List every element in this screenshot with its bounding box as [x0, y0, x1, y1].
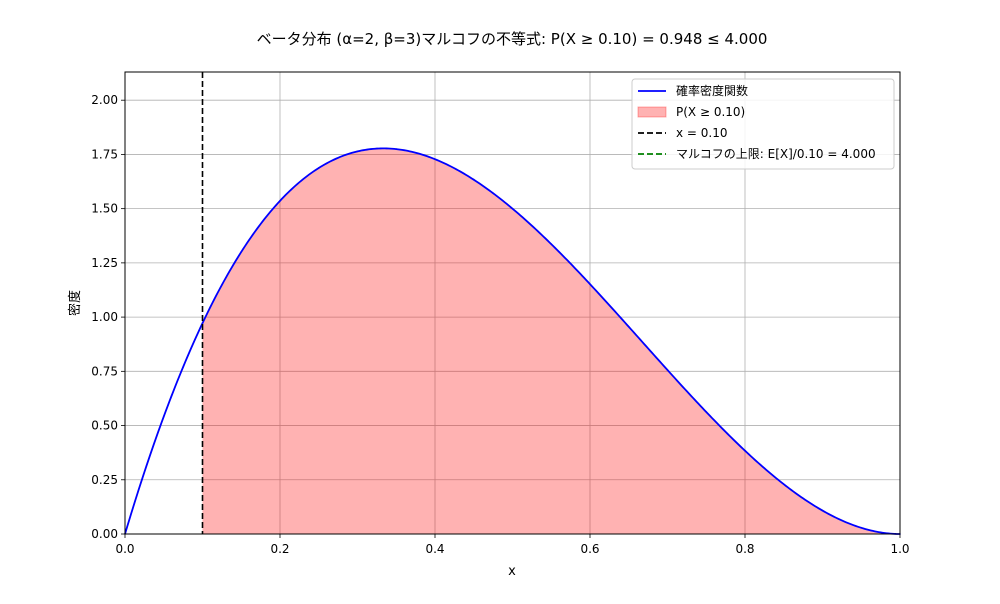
pdf-data-point — [382, 147, 384, 150]
pdf-data-point — [627, 325, 630, 328]
ticks: 0.0 0.2 0.4 0.6 0.8 1.0 0.00 0.25 0.50 0.75 1.00 1.… — [91, 93, 909, 556]
pdf-data-point — [511, 207, 514, 210]
y-tick-label: 0.75 — [91, 364, 118, 378]
y-tick-label: 0.25 — [91, 473, 118, 487]
chart-title: ベータ分布 (α=2, β=3)マルコフの不等式: P(X ≥ 0.10) = … — [257, 30, 768, 48]
pdf-data-point — [666, 369, 669, 371]
x-axis-label: x — [508, 564, 516, 579]
legend-label: P(X ≥ 0.10) — [676, 105, 745, 119]
legend-label: 確率密度関数 — [676, 83, 748, 98]
y-tick-label: 2.00 — [91, 93, 118, 107]
pdf-data-point — [356, 150, 359, 153]
pdf-data-point — [821, 509, 824, 512]
line-layer — [124, 72, 901, 535]
y-tick-label: 1.00 — [91, 310, 118, 324]
pdf-data-point — [782, 483, 785, 485]
pdf-data-point — [589, 283, 591, 285]
pdf-data-point — [860, 526, 863, 529]
pdf-data-point — [317, 167, 320, 169]
pdf-data-point — [705, 411, 708, 413]
pdf-data-point — [240, 251, 243, 253]
x-tick-label: 0.4 — [425, 542, 444, 556]
pdf-data-point — [472, 178, 475, 181]
pdf-data-point — [395, 148, 398, 150]
legend-swatch — [637, 106, 667, 118]
pdf-data-point — [201, 322, 204, 324]
y-tick-label: 1.50 — [91, 202, 118, 216]
pdf-data-point — [550, 243, 553, 245]
x-tick-label: 0.2 — [270, 542, 289, 556]
pdf-data-point — [162, 415, 165, 418]
x-tick-label: 1.0 — [890, 542, 909, 556]
legend-box — [631, 78, 895, 170]
y-tick-label: 1.75 — [91, 147, 118, 161]
shaded-probability-area — [202, 148, 900, 534]
y-tick-label: 0.50 — [91, 419, 118, 433]
legend-label: x = 0.10 — [676, 126, 728, 140]
plot-frame — [124, 71, 901, 535]
y-axis-label: 密度 — [67, 290, 83, 316]
x-tick-label: 0.6 — [580, 542, 599, 556]
y-tick-label: 1.25 — [91, 256, 118, 270]
pdf-data-point — [744, 449, 746, 452]
pdf-data-point — [434, 158, 436, 160]
x-tick-label: 0.8 — [735, 542, 754, 556]
legend: 確率密度関数 P(X ≥ 0.10) x = 0.10 マルコフの上限: E[X]/0… — [631, 78, 895, 170]
pdf-data-point — [279, 200, 281, 202]
x-tick-label: 0.0 — [115, 542, 134, 556]
fill-layer — [202, 148, 900, 534]
legend-label: マルコフの上限: E[X]/0.10 = 4.000 — [676, 147, 876, 161]
y-tick-label: 0.00 — [91, 527, 118, 541]
